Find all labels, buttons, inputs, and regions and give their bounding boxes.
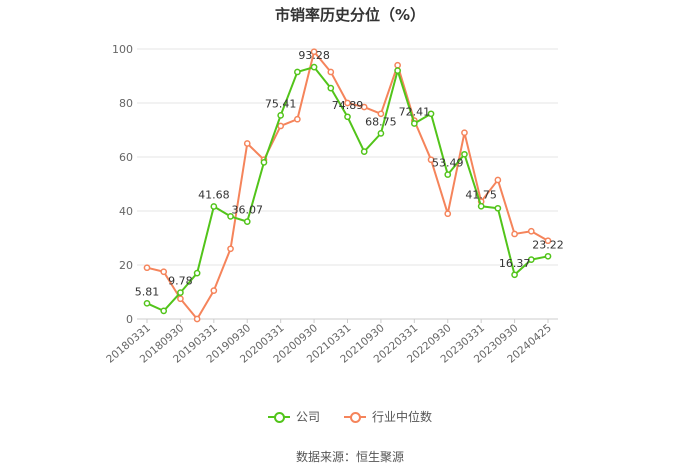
data-point [394,61,401,69]
data-point [527,256,535,263]
data-point [444,171,452,178]
legend-item-company[interactable]: 公司 [267,408,320,425]
data-point [327,84,335,92]
data-point [511,230,518,238]
data-point [294,68,301,76]
data-source-note: 数据来源：恒生聚源 [295,450,404,464]
data-label: 53.49 [432,157,464,170]
data-point [427,110,435,118]
y-tick-label: 0 [126,313,133,326]
data-point [227,245,234,253]
line-chart: 0204060801002018033120180930201903312019… [104,43,564,366]
data-point [310,63,318,71]
data-point [444,210,452,218]
data-point [160,307,168,315]
data-point [210,203,218,210]
data-point [160,268,168,276]
data-point [294,115,301,123]
data-point [193,315,201,323]
data-point [310,48,318,56]
data-point [377,110,385,118]
data-point [461,150,468,158]
data-label: 72.41 [399,105,431,118]
data-point [344,99,351,107]
data-label: 9.78 [168,275,193,288]
chart-legend: 公司 行业中位数 [0,408,700,425]
data-point [511,271,518,279]
legend-item-industry-median[interactable]: 行业中位数 [344,408,432,425]
series-line-industry-median [146,50,549,320]
legend-label: 行业中位数 [372,410,433,424]
data-point [193,269,201,277]
data-point [527,227,535,235]
data-point [544,237,552,245]
y-tick-label: 60 [119,151,133,164]
data-label: 68.75 [365,115,397,128]
data-point [327,68,335,76]
data-point [410,120,418,127]
y-tick-label: 40 [119,205,133,218]
data-label: 5.81 [135,285,160,298]
y-tick-label: 80 [119,97,133,110]
data-label: 93.28 [298,49,330,62]
data-point [260,159,268,166]
data-point [243,218,251,225]
y-tick-label: 100 [112,43,133,56]
data-point [377,130,385,137]
data-point [544,252,552,260]
data-label: 75.41 [265,97,297,110]
data-point [394,67,401,74]
data-point [494,176,502,184]
data-point [210,287,218,294]
data-label: 23.22 [532,238,564,251]
data-point [177,295,184,303]
data-label: 41.75 [465,188,497,201]
data-point [360,148,368,155]
data-point [143,264,151,272]
data-label: 74.89 [332,99,364,112]
legend-marker [273,411,285,423]
data-point [277,122,285,130]
data-point [427,156,435,164]
data-label: 36.07 [232,204,264,217]
data-label: 41.68 [198,188,230,201]
data-point [227,213,234,220]
chart-title: 市销率历史分位（%） [274,6,426,24]
data-point [494,204,502,212]
data-point [177,289,184,296]
data-label: 16.37 [499,257,531,270]
data-point [344,113,351,121]
legend-swatch [267,411,290,423]
legend-marker [350,411,361,423]
y-tick-label: 20 [119,259,133,272]
data-point [461,129,468,137]
legend-swatch [344,411,366,423]
data-point [477,202,485,210]
data-point [243,140,251,147]
data-point [360,103,368,111]
data-point [143,299,151,307]
legend-label: 公司 [295,410,320,424]
data-point [277,112,285,119]
